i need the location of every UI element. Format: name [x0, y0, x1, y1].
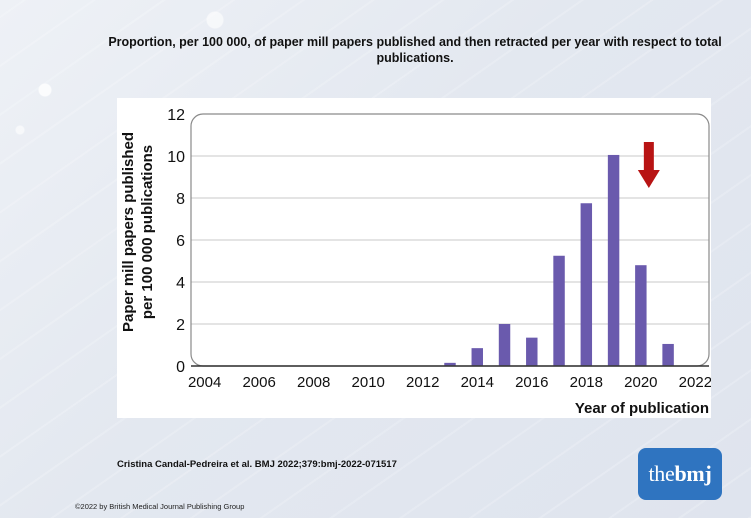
x-tick-label-2006: 2006	[242, 374, 275, 391]
bar-2020	[635, 265, 647, 366]
axis-labels: Year of publication Paper mill papers pu…	[120, 132, 709, 417]
x-tick-label-2016: 2016	[515, 374, 548, 391]
bar-2016	[526, 337, 538, 366]
x-tick-labels: 2004 2006 2008 2010 2012 2014 2016 2018 2020 2022	[188, 374, 711, 391]
y-tick-label-12: 12	[167, 107, 185, 124]
x-tick-label-2022: 2022	[679, 374, 711, 391]
y-axis-label-line1: Paper mill papers published	[120, 132, 137, 332]
copyright-text: ©2022 by British Medical Journal Publish…	[75, 502, 245, 511]
y-tick-label-6: 6	[176, 233, 185, 250]
arrow-shaft	[643, 142, 654, 172]
bar-2015	[498, 324, 511, 366]
bmj-logo[interactable]: the bmj	[638, 448, 722, 500]
bars	[444, 154, 674, 366]
bar-2017	[553, 255, 565, 366]
citation-text: Cristina Candal-Pedreira et al. BMJ 2022…	[117, 459, 397, 470]
arrow-head	[637, 170, 660, 188]
y-tick-label-2: 2	[176, 317, 185, 334]
page-title: Proportion, per 100 000, of paper mill p…	[108, 35, 722, 65]
x-tick-label-2018: 2018	[570, 374, 603, 391]
x-tick-label-2010: 2010	[352, 374, 385, 391]
logo-prefix: the	[648, 461, 675, 486]
y-tick-label-8: 8	[176, 191, 185, 208]
x-tick-label-2014: 2014	[461, 374, 494, 391]
bar-2018	[580, 203, 593, 366]
x-axis-label: Year of publication	[575, 400, 709, 417]
bar-2019	[607, 154, 620, 366]
bar-2014	[471, 348, 483, 366]
y-axis-label-line2: per 100 000 publications	[139, 145, 156, 319]
y-tick-label-10: 10	[167, 149, 185, 166]
y-tick-labels: 0 2 4 6 8 10 12	[167, 107, 185, 376]
down-arrow-annotation	[637, 142, 660, 188]
x-tick-label-2008: 2008	[297, 374, 330, 391]
y-tick-label-0: 0	[176, 359, 185, 376]
bar-2013	[444, 362, 456, 366]
x-tick-label-2012: 2012	[406, 374, 439, 391]
x-tick-label-2020: 2020	[624, 374, 657, 391]
grid-lines	[191, 155, 709, 325]
x-tick-label-2004: 2004	[188, 374, 221, 391]
chart-panel: 0 2 4 6 8 10 12 2004 2006 2008 2010 2012 2014 2016 20…	[117, 98, 711, 418]
plot-frame	[190, 113, 710, 367]
bar-2021	[662, 343, 674, 366]
y-tick-label-4: 4	[176, 275, 185, 292]
logo-bold: bmj	[674, 461, 712, 486]
